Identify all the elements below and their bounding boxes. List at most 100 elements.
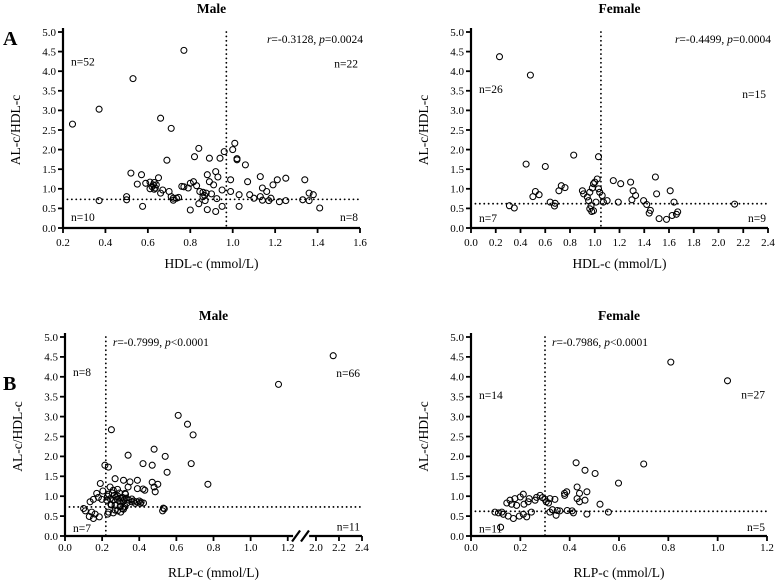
x-axis-title: RLP-c (mmol/L) [168, 565, 259, 580]
stats-text: r=-0.7986, p<0.0001 [552, 337, 648, 349]
data-point [499, 510, 507, 518]
y-tick-label: 3.0 [450, 105, 464, 117]
data-point [137, 171, 146, 179]
data-point [95, 197, 103, 205]
x-tick-label: 0.8 [207, 542, 221, 554]
y-axis-title: AL-c/HDL-c [10, 401, 25, 471]
data-point [201, 197, 209, 205]
axis-break-icon [291, 529, 301, 543]
data-point [169, 194, 177, 202]
x-tick-label: 2.4 [355, 542, 369, 554]
data-point [180, 46, 188, 54]
data-point [627, 178, 635, 186]
data-point [731, 200, 739, 208]
stats-text: r=-0.3128, p=0.0024 [267, 34, 363, 46]
data-point [169, 196, 177, 204]
data-point [640, 460, 648, 468]
data-point [666, 187, 674, 195]
panel-title: Male [199, 308, 228, 323]
x-tick-label: 0.2 [56, 237, 70, 249]
y-tick-label: 4.0 [42, 66, 56, 78]
y-tick-label: 3.0 [450, 411, 464, 423]
data-point [594, 153, 603, 161]
quadrant-count: n=7 [479, 213, 497, 225]
y-tick-label: 3.0 [42, 105, 56, 117]
data-point [244, 178, 252, 186]
data-point [154, 480, 162, 488]
y-tick-label: 0.0 [42, 223, 56, 235]
quadrant-count: n=8 [340, 212, 358, 224]
y-tick-label: 3.0 [44, 411, 58, 423]
data-point [275, 198, 283, 206]
quadrant-count: n=10 [71, 212, 95, 224]
y-tick-label: 4.5 [44, 352, 58, 364]
y-tick-label: 1.5 [44, 471, 58, 483]
data-point [614, 198, 622, 206]
data-point [161, 452, 169, 460]
x-tick-label: 2.0 [712, 237, 726, 249]
data-point [596, 500, 604, 508]
y-tick-label: 3.5 [42, 86, 56, 98]
data-point [85, 512, 93, 521]
data-point [120, 495, 128, 503]
data-point [151, 184, 159, 192]
data-point [305, 197, 313, 205]
x-tick-label: 1.6 [662, 237, 676, 249]
data-point [510, 204, 518, 212]
x-tick-label: 0.4 [99, 237, 113, 249]
data-point [123, 196, 131, 204]
data-point [256, 193, 264, 201]
data-point [305, 189, 313, 197]
y-tick-label: 1.0 [44, 491, 58, 503]
data-point [133, 180, 141, 188]
panel-letter-A: A [3, 28, 18, 50]
data-point [107, 501, 115, 509]
data-point [151, 488, 159, 496]
data-point [110, 491, 118, 499]
data-point [139, 202, 147, 210]
data-point [672, 210, 680, 218]
y-tick-label: 4.0 [450, 372, 464, 384]
data-point [111, 506, 119, 514]
data-point [229, 146, 237, 154]
quadrant-count: n=15 [742, 89, 766, 101]
data-point [86, 498, 94, 506]
y-tick-label: 2.5 [42, 125, 56, 137]
y-tick-label: 2.5 [450, 431, 464, 443]
y-tick-label: 1.5 [42, 164, 56, 176]
data-point [199, 188, 207, 196]
data-point [202, 189, 210, 197]
x-tick-label: 0.4 [563, 542, 577, 554]
data-point [193, 182, 201, 190]
quadrant-count: n=11 [479, 523, 503, 535]
data-point [551, 199, 559, 207]
data-point [570, 151, 578, 159]
y-tick-label: 2.0 [44, 451, 58, 463]
stats-text: r=-0.4499, p=0.0004 [675, 34, 771, 46]
data-point [546, 495, 554, 503]
data-point [550, 202, 559, 210]
data-point [572, 459, 580, 467]
data-point [241, 161, 249, 169]
data-point [668, 211, 676, 220]
data-point [513, 501, 521, 509]
data-point [569, 509, 577, 517]
data-point [523, 513, 531, 521]
data-point [535, 191, 543, 199]
data-points [80, 352, 337, 523]
data-point [68, 120, 77, 128]
x-tick-label: 1.4 [311, 237, 325, 249]
data-point [227, 187, 235, 196]
data-point [511, 495, 519, 503]
data-points [495, 53, 739, 223]
y-tick-label: 2.0 [42, 144, 56, 156]
data-point [655, 215, 663, 223]
panel-B-female: 0.0 0.5 1.0 1.5 2.0 2.5 3.0 3.5 4.0 4.5 5.0 0.0 0.2 0… [416, 308, 774, 580]
data-point [632, 191, 640, 200]
data-point [93, 489, 101, 497]
data-point [589, 180, 598, 188]
data-point [609, 177, 617, 185]
y-tick-label: 3.5 [44, 392, 58, 404]
panel-title: Male [197, 1, 226, 16]
data-point [583, 510, 591, 518]
